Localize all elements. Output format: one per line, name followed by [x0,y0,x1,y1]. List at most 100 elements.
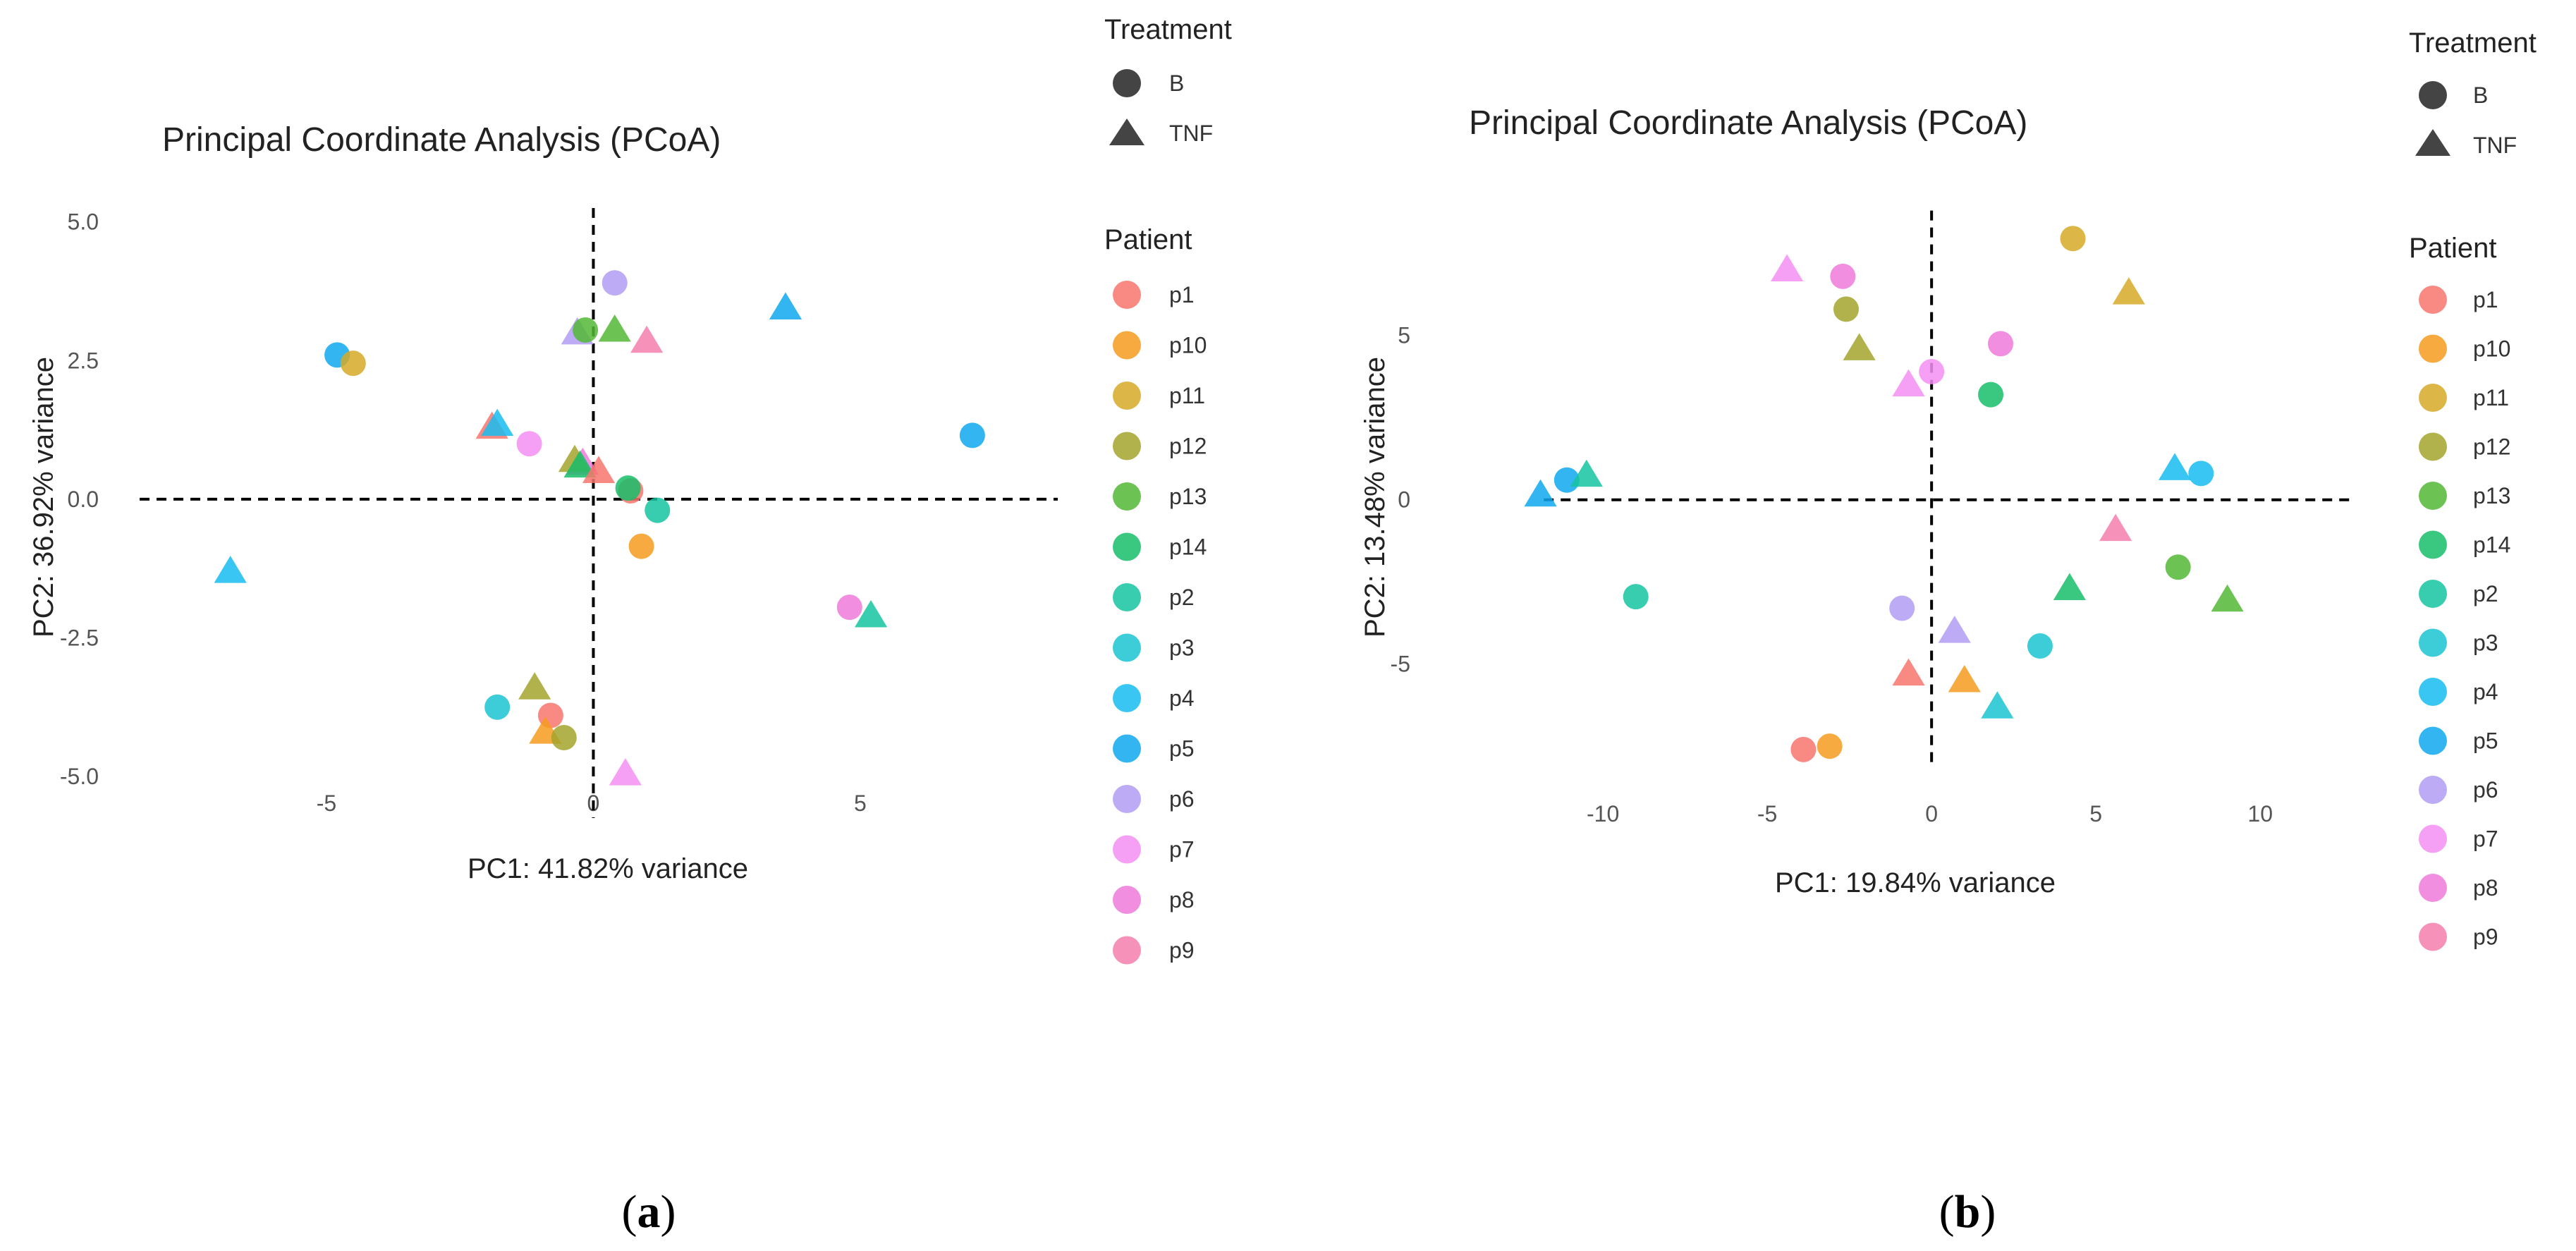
legend-patient-label: p11 [1169,383,1205,408]
data-point-circle [2165,554,2191,580]
data-point-triangle [1570,459,1603,487]
legend-swatch-icon [2419,580,2447,608]
panel-a-x-axis-title: PC1: 41.82% variance [468,853,748,884]
data-point-triangle [1892,369,1925,397]
x-tick-label: 5 [854,791,867,816]
data-point-triangle [563,450,597,478]
legend-swatch-icon [1113,532,1141,561]
legend-patient-label: p9 [2473,924,2498,950]
panel-b-legend-triangle-icon [2415,129,2450,156]
data-point-triangle [2053,573,2086,601]
y-tick-label: -2.5 [60,625,99,650]
y-tick-label: -5.0 [60,764,99,789]
legend-swatch-icon [2419,628,2447,657]
legend-swatch-icon [1113,684,1141,712]
legend-patient-label: p6 [2473,777,2498,803]
panel-a-points [214,270,985,786]
panel-b-x-axis-title: PC1: 19.84% variance [1775,867,2056,898]
legend-swatch-icon [1113,281,1141,309]
legend-patient-label: p10 [1169,333,1207,358]
legend-swatch-icon [1113,936,1141,965]
data-point-circle [1623,584,1649,610]
data-point-triangle [769,292,802,320]
legend-swatch-icon [1113,583,1141,611]
panel-a-label: (a) [622,1186,676,1238]
panel-a-legend-treatment-tnf: TNF [1169,121,1213,146]
legend-swatch-icon [1113,331,1141,360]
panel-a-legend-treatment-b: B [1169,71,1184,96]
data-point-triangle [630,325,664,353]
data-point-circle [1919,358,1945,384]
legend-swatch-icon [1113,785,1141,813]
data-point-circle [1833,296,1859,322]
legend-patient-label: p14 [1169,535,1207,560]
y-tick-label: 5.0 [68,209,99,235]
data-point-circle [1817,733,1843,759]
data-point-triangle [1948,664,1981,692]
data-point-triangle [582,456,616,484]
x-tick-label: -5 [317,791,336,816]
x-tick-label: -5 [1757,801,1777,826]
data-point-triangle [1892,658,1925,686]
x-tick-label: 10 [2247,801,2273,826]
data-point-triangle [1770,254,1804,282]
legend-swatch-icon [2419,824,2447,853]
legend-patient-label: p13 [2473,483,2510,508]
legend-swatch-icon [2419,922,2447,951]
legend-patient-label: p10 [2473,336,2510,362]
panel-b-legend-treatment-tnf: TNF [2473,133,2517,158]
x-tick-label: -10 [1587,801,1619,826]
data-point-circle [959,422,985,448]
panel-a-y-axis-title: PC2: 36.92% variance [28,357,59,637]
data-point-triangle [598,315,631,342]
legend-patient-label: p4 [1169,685,1195,711]
legend-swatch-icon [1113,835,1141,864]
panel-b-label: (b) [1939,1186,1996,1238]
data-point-circle [645,497,671,523]
data-point-triangle [2158,453,2192,480]
data-point-circle [1988,331,2014,357]
panel-b-patient-legend-title: Patient [2409,233,2497,264]
data-point-circle [615,475,641,501]
data-point-triangle [609,758,642,786]
panel-b-points [1524,226,2244,762]
data-point-circle [484,694,511,720]
panel-b-legend-circle-icon [2419,81,2447,109]
panel-a-label-letter: a [637,1186,661,1238]
panel-b-treatment-legend-title: Treatment [2409,28,2537,59]
panel-b-legend: Treatment B TNF Patient p1p10p11p12p13p1… [2409,28,2537,951]
legend-swatch-icon [2419,482,2447,510]
panel-a-ticks: -5 0 55.02.50.0-2.5-5.0 [60,209,867,816]
panel-a-treatment-legend-title: Treatment [1104,14,1232,45]
legend-swatch-icon [2419,776,2447,804]
legend-patient-label: p4 [2473,679,2498,704]
data-point-triangle [214,556,247,583]
y-tick-label: 5 [1398,323,1410,348]
legend-patient-label: p2 [1169,585,1195,610]
legend-patient-label: p11 [2473,385,2509,410]
data-point-circle [2060,226,2086,252]
legend-swatch-icon [2419,874,2447,902]
legend-patient-label: p3 [1169,635,1195,661]
legend-patient-label: p8 [1169,887,1195,913]
panel-b-title: Principal Coordinate Analysis (PCoA) [1469,104,2027,142]
legend-swatch-icon [2419,726,2447,755]
data-point-circle [551,724,577,750]
legend-patient-label: p3 [2473,630,2498,656]
legend-patient-label: p5 [1169,736,1195,762]
panel-a-chart: Principal Coordinate Analysis (PCoA) -5 0… [28,14,1232,1238]
panel-a-patient-legend: p1 p10 p11 p12 p13 p14 p2 p3 p4 p5 p6 p7 p8 p9 [1113,281,1207,965]
data-point-triangle [481,408,514,437]
legend-patient-label: p8 [2473,875,2498,901]
legend-patient-label: p9 [1169,938,1195,963]
panel-b-label-letter: b [1955,1186,1981,1238]
data-point-triangle [1524,479,1557,507]
legend-patient-label: p1 [2473,287,2498,312]
data-point-triangle [1843,333,1876,360]
legend-swatch-icon [1113,886,1141,914]
legend-patient-label: p12 [2473,434,2510,460]
legend-swatch-icon [2419,432,2447,461]
legend-swatch-icon [2419,530,2447,559]
data-point-triangle [518,672,551,700]
